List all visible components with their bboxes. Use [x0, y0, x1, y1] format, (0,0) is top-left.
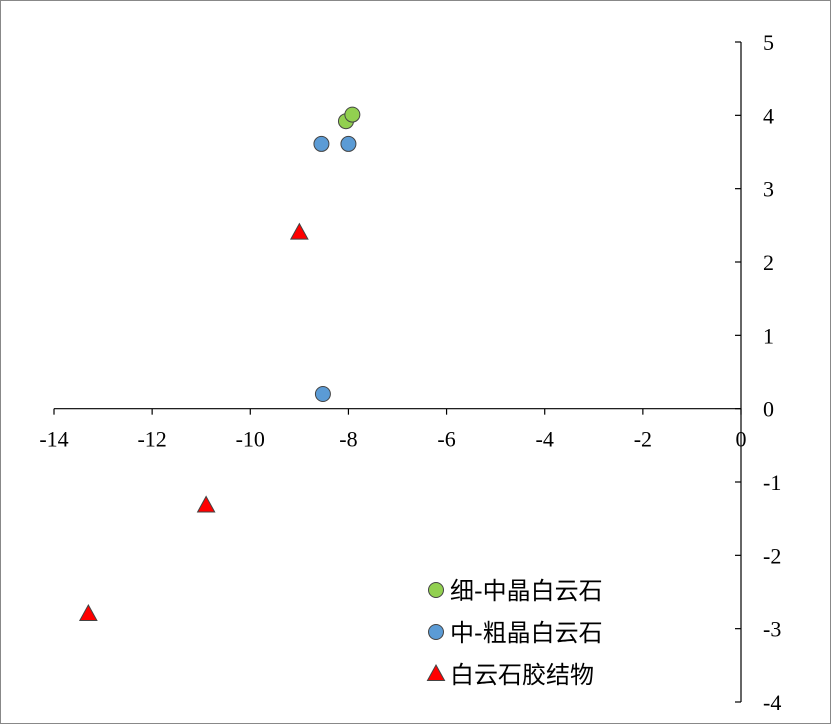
y-tick-label: 2	[763, 250, 774, 275]
x-tick-label: -10	[236, 427, 265, 452]
y-tick-label: -1	[763, 470, 781, 495]
legend-marker-2	[428, 624, 444, 640]
y-tick-label: 4	[763, 103, 774, 128]
x-tick-label: -4	[536, 427, 554, 452]
y-tick-label: -4	[763, 690, 781, 715]
data-points	[78, 106, 361, 621]
legend-marker-1	[428, 582, 444, 598]
x-tick-label: -2	[634, 427, 652, 452]
data-point-series-2	[314, 386, 331, 402]
x-tick-label: -14	[39, 427, 68, 452]
legend-label-3: 白云石胶结物	[450, 661, 594, 689]
y-tick-label: -3	[763, 617, 781, 642]
y-tick-label: -2	[763, 543, 781, 568]
x-tick-label: 0	[736, 427, 747, 452]
x-tick-label: -12	[137, 427, 166, 452]
y-tick-label: 0	[763, 397, 774, 422]
data-point-series-2	[313, 135, 330, 152]
y-tick-label: 1	[763, 323, 774, 348]
ticks: -14 -12 -10 -8 -6 -4 -2 0 5 4 3 2 1 0 -1 -2 -3 -4	[39, 30, 781, 715]
axes	[54, 42, 742, 702]
legend-marker-3	[426, 663, 446, 681]
x-tick-label: -6	[437, 427, 455, 452]
legend-label-1: 细-中晶白云石	[450, 577, 603, 605]
x-tick-label: -8	[339, 427, 357, 452]
data-point-series-2	[340, 135, 357, 152]
data-point-series-3	[196, 495, 216, 513]
data-point-series-3	[78, 603, 98, 621]
data-point-series-3	[289, 222, 309, 240]
legend-label-2: 中-粗晶白云石	[450, 619, 603, 647]
y-tick-label: 3	[763, 177, 774, 202]
y-tick-label: 5	[763, 30, 774, 55]
data-point-series-1	[344, 106, 361, 123]
